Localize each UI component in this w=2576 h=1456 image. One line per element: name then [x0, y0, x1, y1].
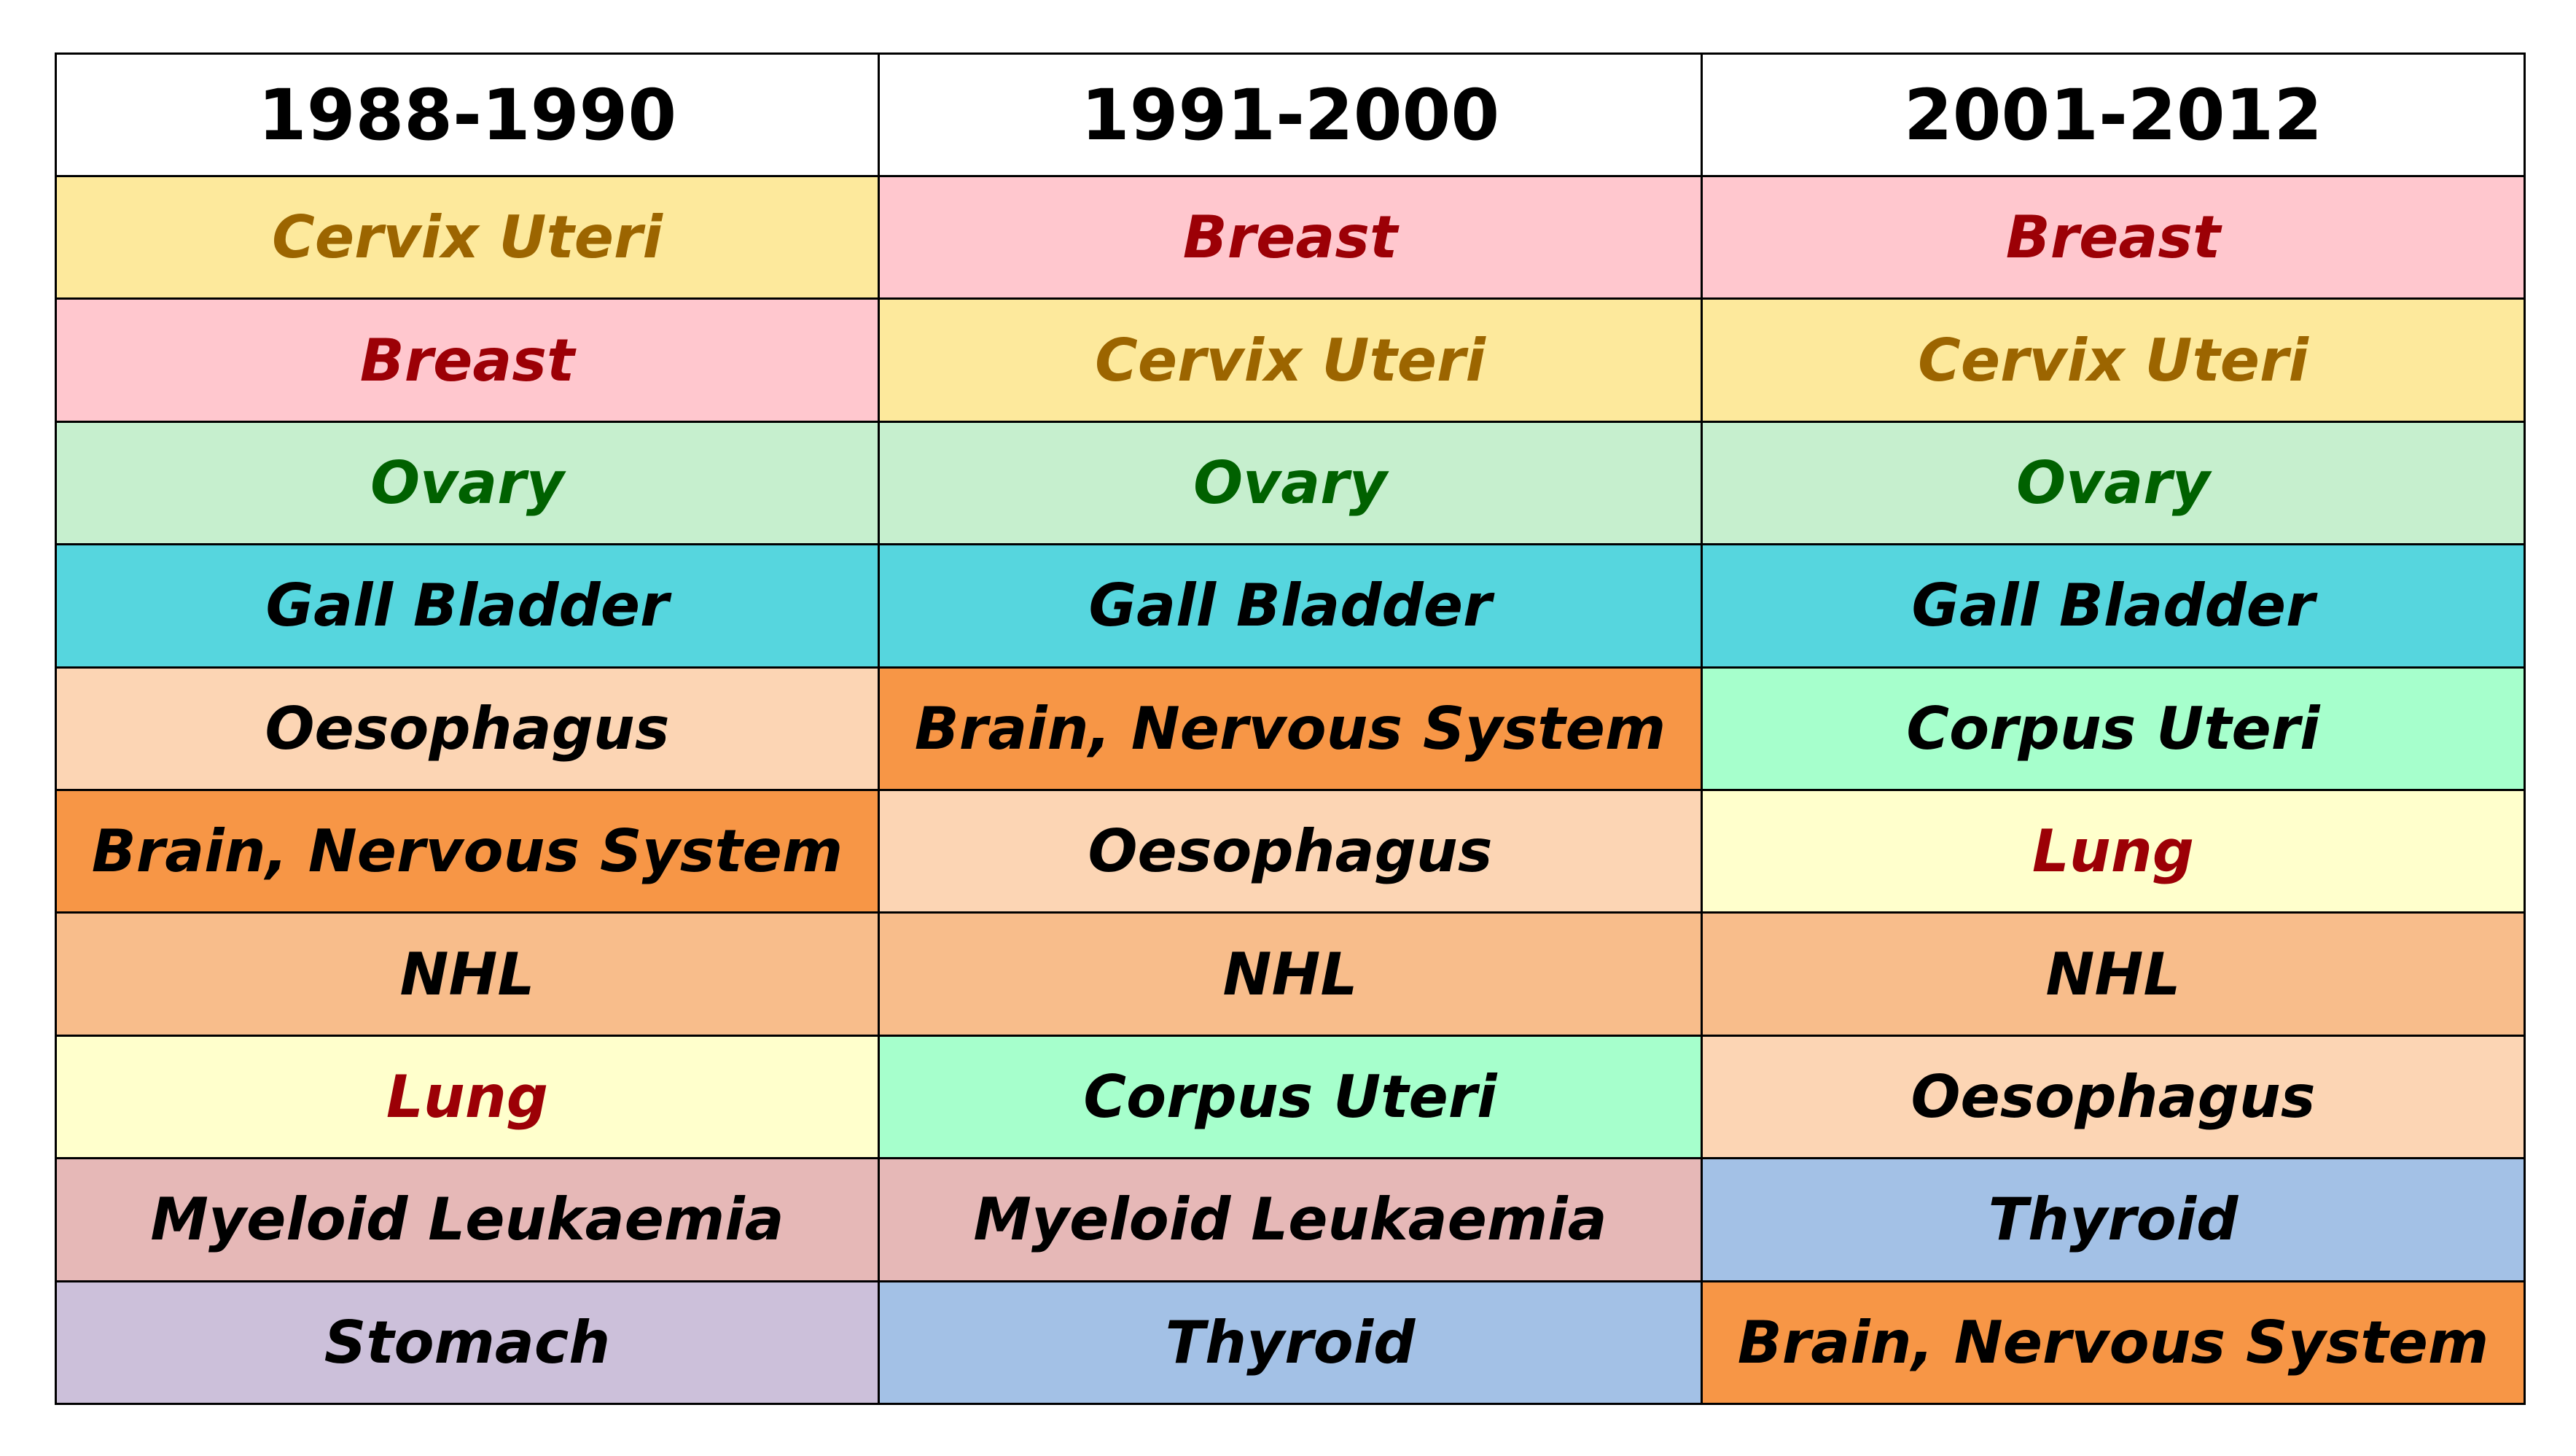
table-body: Cervix Uteri Breast Breast Breast Cervix… — [55, 174, 2526, 1406]
cell-rank-2-period-2: Cervix Uteri — [878, 297, 1703, 423]
cancer-ranking-table: 1988-1990 1991-2000 2001-2012 Cervix Ute… — [55, 52, 2526, 1406]
cell-rank-10-period-2: Thyroid — [878, 1280, 1703, 1406]
rank-row-8: Lung Corpus Uteri Oesophagus — [55, 1034, 2526, 1160]
cell-rank-5-period-2: Brain, Nervous System — [878, 666, 1703, 791]
header-row: 1988-1990 1991-2000 2001-2012 — [55, 52, 2526, 177]
cell-rank-9-period-2: Myeloid Leukaemia — [878, 1157, 1703, 1282]
cell-rank-3-period-1: Ovary — [55, 420, 880, 546]
cell-rank-7-period-1: NHL — [55, 911, 880, 1037]
cell-rank-9-period-1: Myeloid Leukaemia — [55, 1157, 880, 1282]
cell-rank-2-period-3: Cervix Uteri — [1701, 297, 2526, 423]
rank-row-1: Cervix Uteri Breast Breast — [55, 174, 2526, 300]
cell-rank-5-period-1: Oesophagus — [55, 666, 880, 791]
rank-row-9: Myeloid Leukaemia Myeloid Leukaemia Thyr… — [55, 1157, 2526, 1282]
rank-row-5: Oesophagus Brain, Nervous System Corpus … — [55, 666, 2526, 791]
header-period-2: 1991-2000 — [878, 52, 1703, 177]
cell-rank-8-period-1: Lung — [55, 1034, 880, 1160]
cell-rank-6-period-2: Oesophagus — [878, 788, 1703, 914]
cell-rank-4-period-2: Gall Bladder — [878, 543, 1703, 669]
rank-row-3: Ovary Ovary Ovary — [55, 420, 2526, 546]
cell-rank-3-period-3: Ovary — [1701, 420, 2526, 546]
cell-rank-1-period-2: Breast — [878, 174, 1703, 300]
cell-rank-8-period-2: Corpus Uteri — [878, 1034, 1703, 1160]
cell-rank-2-period-1: Breast — [55, 297, 880, 423]
cell-rank-8-period-3: Oesophagus — [1701, 1034, 2526, 1160]
cell-rank-6-period-3: Lung — [1701, 788, 2526, 914]
rank-row-4: Gall Bladder Gall Bladder Gall Bladder — [55, 543, 2526, 669]
cell-rank-6-period-1: Brain, Nervous System — [55, 788, 880, 914]
cell-rank-7-period-2: NHL — [878, 911, 1703, 1037]
header-period-1: 1988-1990 — [55, 52, 880, 177]
rank-row-6: Brain, Nervous System Oesophagus Lung — [55, 788, 2526, 914]
cell-rank-10-period-1: Stomach — [55, 1280, 880, 1406]
cell-rank-3-period-2: Ovary — [878, 420, 1703, 546]
rank-row-7: NHL NHL NHL — [55, 911, 2526, 1037]
cell-rank-1-period-1: Cervix Uteri — [55, 174, 880, 300]
cell-rank-4-period-1: Gall Bladder — [55, 543, 880, 669]
cell-rank-4-period-3: Gall Bladder — [1701, 543, 2526, 669]
cell-rank-7-period-3: NHL — [1701, 911, 2526, 1037]
cell-rank-10-period-3: Brain, Nervous System — [1701, 1280, 2526, 1406]
rank-row-2: Breast Cervix Uteri Cervix Uteri — [55, 297, 2526, 423]
cell-rank-9-period-3: Thyroid — [1701, 1157, 2526, 1282]
cell-rank-5-period-3: Corpus Uteri — [1701, 666, 2526, 791]
rank-row-10: Stomach Thyroid Brain, Nervous System — [55, 1280, 2526, 1406]
header-period-3: 2001-2012 — [1701, 52, 2526, 177]
cell-rank-1-period-3: Breast — [1701, 174, 2526, 300]
